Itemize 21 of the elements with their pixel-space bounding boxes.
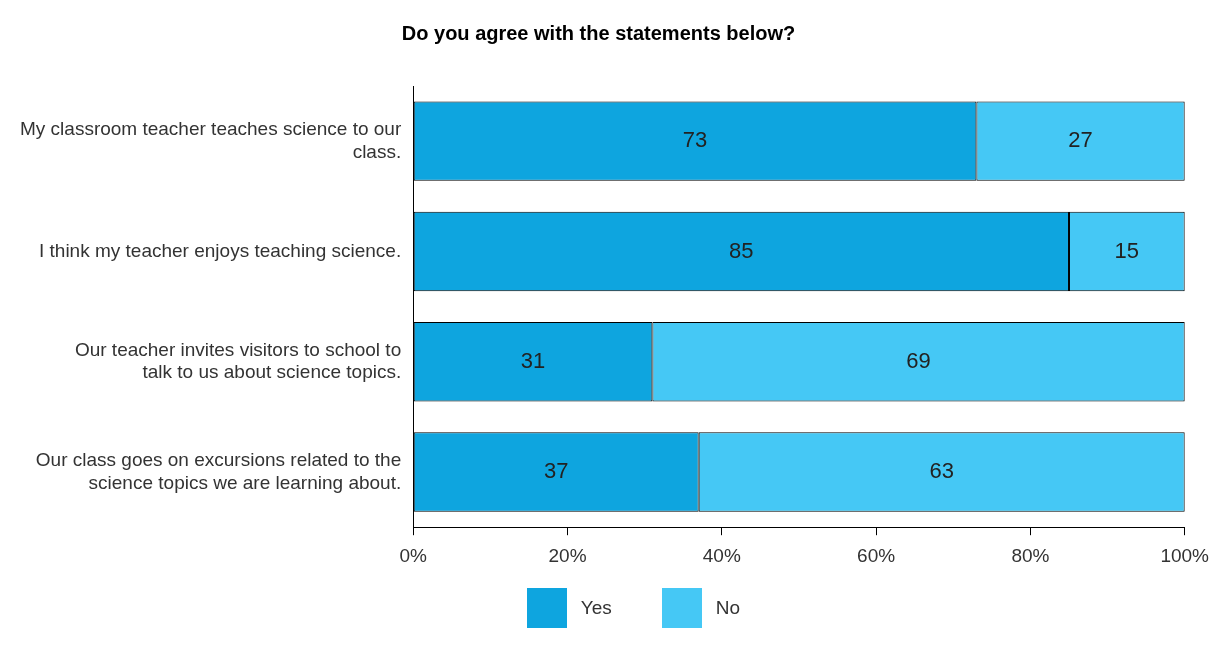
data-label: 31 <box>520 347 546 373</box>
data-label: 69 <box>906 347 931 373</box>
legend-label: Yes <box>580 597 612 619</box>
data-label: 63 <box>929 458 954 484</box>
legend-label: No <box>715 597 741 619</box>
y-tick-label: Our class goes on excursions related to the science topics we are learning about. <box>35 448 402 493</box>
data-label: 37 <box>543 458 569 484</box>
y-tick-label: I think my teacher enjoys teaching science. <box>38 239 402 261</box>
data-label: 85 <box>729 237 754 263</box>
data-label: 27 <box>1068 127 1093 153</box>
y-tick-label: Our teacher invites visitors to school to talk to us about science topics. <box>74 338 402 383</box>
x-tick-label: 60% <box>857 544 896 566</box>
data-label: 73 <box>682 127 708 153</box>
data-label: 15 <box>1114 237 1140 263</box>
chart-title: Do you agree with the statements below? <box>401 21 796 44</box>
y-tick-label: My classroom teacher teaches science to our class. <box>19 117 402 162</box>
x-tick-label: 80% <box>1011 544 1050 566</box>
x-tick-label: 100% <box>1160 544 1210 566</box>
x-tick-label: 20% <box>548 544 587 566</box>
x-tick-label: 40% <box>702 544 741 566</box>
x-tick-label: 0% <box>399 544 428 566</box>
